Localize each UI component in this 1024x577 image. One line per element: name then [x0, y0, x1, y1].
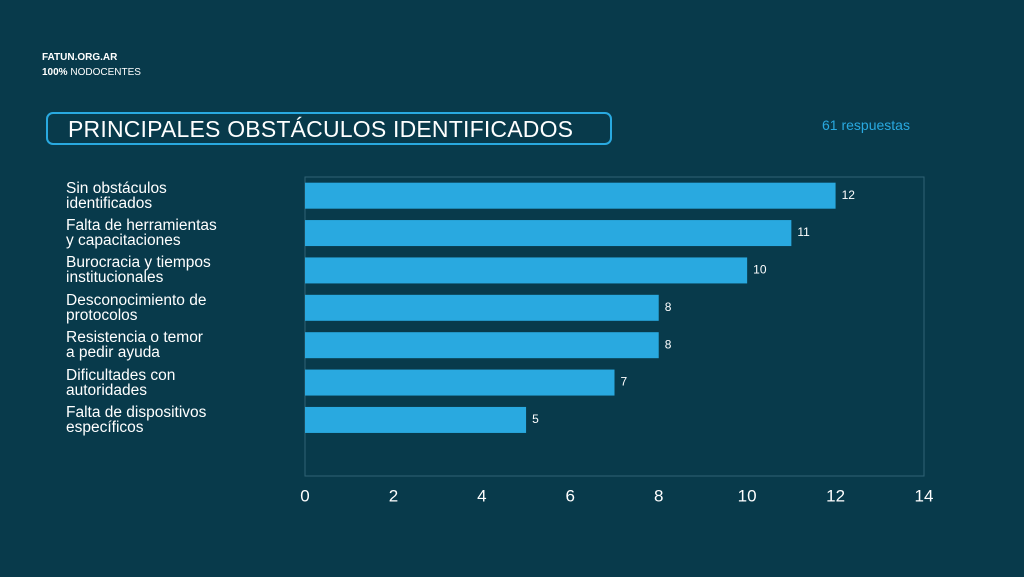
site-name: FATUN.ORG.AR: [42, 52, 118, 63]
category-label: Burocracia y tiempos institucionales: [66, 254, 211, 287]
x-tick-label: 8: [654, 486, 663, 505]
value-label: 10: [753, 263, 767, 277]
value-label: 8: [665, 300, 672, 314]
bar: [305, 220, 792, 247]
category-label: Dificultades con autoridades: [66, 366, 176, 399]
x-tick-label: 6: [566, 486, 575, 505]
category-label: Sin obstáculos identificados: [66, 179, 167, 212]
category-label: Desconocimiento de protocolos: [66, 291, 207, 324]
value-label: 8: [665, 337, 672, 351]
value-label: 12: [842, 188, 856, 202]
x-tick-label: 0: [300, 486, 309, 505]
bar: [305, 257, 748, 284]
value-label: 5: [532, 412, 539, 426]
bar: [305, 406, 527, 433]
bar: [305, 182, 836, 209]
bar: [305, 369, 615, 396]
subtitle: 61 respuestas: [822, 117, 910, 133]
x-tick-label: 10: [738, 486, 757, 505]
value-label: 7: [621, 375, 628, 389]
x-tick-label: 12: [826, 486, 845, 505]
plot-frame: [304, 176, 925, 477]
bar: [305, 294, 659, 321]
chart-title: PRINCIPALES OBSTÁCULOS IDENTIFICADOS: [68, 116, 574, 142]
category-label: Resistencia o temor a pedir ayuda: [66, 329, 203, 362]
tag: NODOCENTES: [70, 67, 141, 78]
bar: [305, 332, 659, 359]
category-label: Falta de herramientas y capacitaciones: [66, 217, 217, 250]
title-box: [46, 112, 612, 145]
tagline: 100% NODOCENTES: [42, 67, 141, 78]
value-label: 11: [797, 225, 810, 239]
tag-bold: 100%: [42, 67, 68, 78]
x-tick-label: 4: [477, 486, 486, 505]
category-label: Falta de dispositivos específicos: [66, 403, 207, 436]
x-tick-label: 14: [915, 486, 934, 505]
x-tick-label: 2: [389, 486, 398, 505]
